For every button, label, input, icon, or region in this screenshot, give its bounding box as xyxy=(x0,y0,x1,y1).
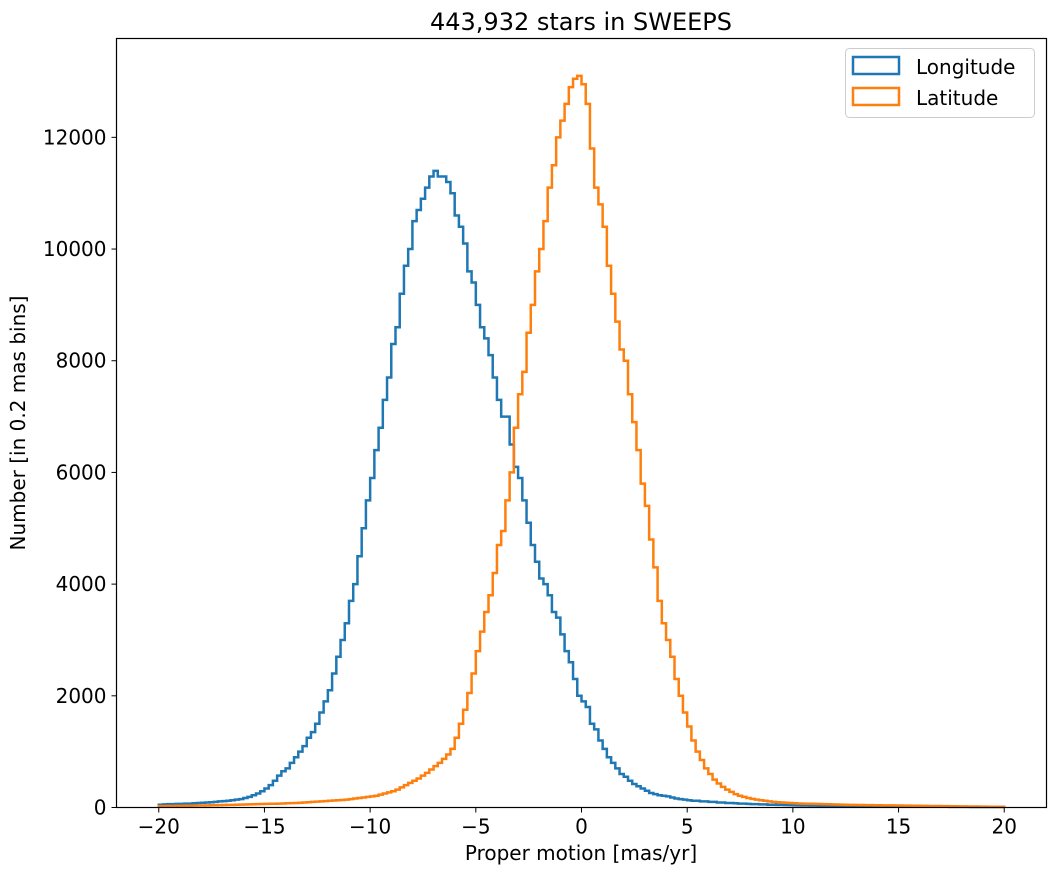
legend: Longitude Latitude xyxy=(845,48,1035,118)
legend-frame xyxy=(845,48,1035,118)
y-tick-label: 6000 xyxy=(56,460,107,484)
x-tick-label: −20 xyxy=(138,815,180,839)
series-latitude-step-line xyxy=(157,74,1006,809)
x-tick-label: −10 xyxy=(349,815,391,839)
y-axis-ticks: 0 2000 4000 6000 8000 10000 12000 xyxy=(43,125,117,820)
x-tick-label: −15 xyxy=(243,815,285,839)
y-tick-label: 0 xyxy=(94,796,107,820)
y-tick-label: 4000 xyxy=(56,572,107,596)
y-axis-label: Number [in 0.2 mas bins] xyxy=(6,296,30,551)
legend-label-longitude: Longitude xyxy=(916,55,1015,79)
x-tick-label: 15 xyxy=(886,815,911,839)
x-axis-ticks: −20 −15 −10 −5 0 5 10 15 20 xyxy=(138,807,1017,839)
legend-label-latitude: Latitude xyxy=(916,86,998,110)
y-tick-label: 12000 xyxy=(43,125,107,149)
legend-swatch-latitude xyxy=(851,86,901,107)
x-tick-label: 10 xyxy=(780,815,805,839)
series-longitude-step-line xyxy=(157,169,1006,809)
chart-title: 443,932 stars in SWEEPS xyxy=(430,8,732,36)
x-tick-label: 5 xyxy=(681,815,694,839)
y-tick-label: 10000 xyxy=(43,237,107,261)
plot-series xyxy=(157,74,1006,809)
x-axis-label: Proper motion [mas/yr] xyxy=(465,841,697,865)
y-tick-label: 8000 xyxy=(56,349,107,373)
legend-swatch-longitude xyxy=(851,55,901,76)
y-tick-label: 2000 xyxy=(56,684,107,708)
x-tick-label: −5 xyxy=(461,815,490,839)
plot-frame xyxy=(115,37,1048,809)
x-tick-label: 0 xyxy=(575,815,588,839)
x-tick-label: 20 xyxy=(992,815,1017,839)
